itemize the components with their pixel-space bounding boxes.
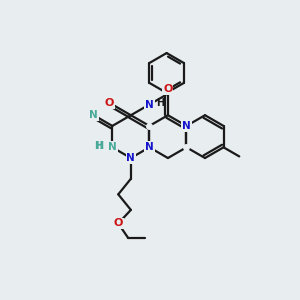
Text: O: O (163, 84, 172, 94)
Text: N: N (145, 142, 154, 152)
Text: O: O (114, 218, 123, 228)
Text: N: N (182, 121, 191, 131)
Text: N: N (182, 121, 191, 131)
Text: N: N (145, 142, 154, 152)
Text: N: N (127, 153, 135, 163)
Text: H: H (95, 140, 103, 151)
Text: H: H (94, 141, 102, 151)
Text: N: N (108, 142, 117, 152)
Text: N: N (89, 110, 98, 120)
Text: H: H (157, 98, 165, 108)
Text: N: N (108, 142, 117, 152)
Text: N: N (145, 100, 154, 110)
Text: N: N (127, 153, 135, 163)
Text: O: O (105, 98, 114, 108)
